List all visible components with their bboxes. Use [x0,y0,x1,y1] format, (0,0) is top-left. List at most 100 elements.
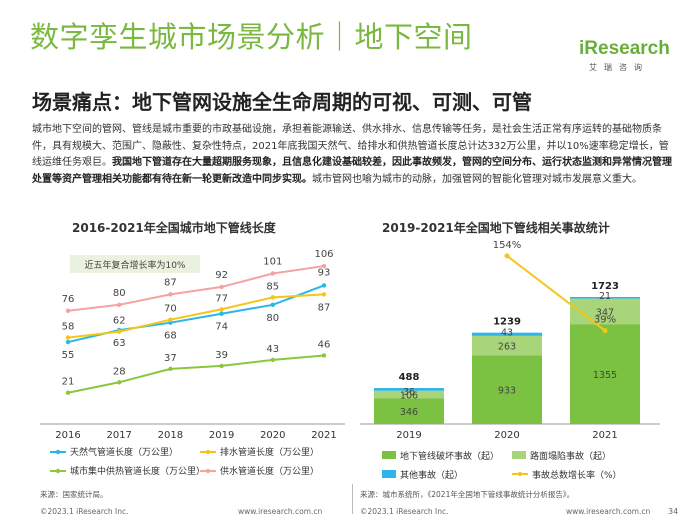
legend-marker [55,449,61,455]
legend-label: 排水管道长度（万公里） [220,446,319,458]
data-label: 21 [62,377,75,388]
data-label: 55 [62,350,75,361]
data-label: 87 [164,277,177,288]
legend-label: 事故总数增长率（%） [532,469,622,481]
logo-text: iResearch [579,38,670,59]
data-label: 37 [164,353,177,364]
x-tick-label: 2020 [494,430,519,441]
footer-copyright-left: ©2023.1 iResearch Inc. [40,507,129,516]
data-point [321,283,327,288]
legend-swatch [382,451,396,459]
data-point [321,292,327,297]
data-point [117,329,122,334]
data-point [321,353,327,358]
stacked-bar-segment [472,332,542,336]
stacked-bar-segment [472,335,542,356]
series-line-3 [67,265,325,312]
series-line-1 [67,293,325,339]
segment-label: 21 [599,291,611,302]
data-label: 85 [266,281,279,292]
logo-subtext: 艾瑞咨询 [589,63,649,72]
legend-marker [205,468,211,474]
footer-url-left[interactable]: www.iresearch.com.cn [238,507,323,516]
segment-label: 933 [498,386,516,397]
legend-marker [55,468,61,474]
stacked-bar-segment [570,297,640,299]
stacked-bar-segment [472,355,542,424]
intro-paragraph: 城市地下空间的管网、管线是城市重要的市政基础设施，承担着能源输送、供水排水、信息… [32,122,672,188]
data-point [219,311,224,316]
intro-tail-text: 城市管网也喻为城市的动脉，加强管网的智能化管理对城市发展意义重大。 [312,173,642,185]
x-tick-label: 2019 [396,430,421,441]
segment-label: 347 [596,307,614,318]
growth-rate-label: 154% [493,240,522,251]
x-tick-label: 2020 [260,430,285,441]
data-label: 63 [113,338,126,349]
data-point [168,317,173,322]
legend-label: 路面塌陷事故（起） [530,450,611,462]
segment-label: 106 [400,391,418,402]
section-subtitle: 场景痛点：地下管网设施全生命周期的可视、可测、可管 [32,90,532,114]
page-title: 数字孪生城市场景分析｜地下空间 [30,20,473,54]
growth-rate-line [506,255,606,332]
data-label: 39 [215,350,228,361]
data-label: 80 [113,288,126,299]
right-source: 来源：城市系统所，《2021年全国地下管线事故统计分析报告》。 [360,490,575,499]
cagr-annotation-text: 近五年复合增长率为10% [84,259,185,271]
data-label: 62 [113,316,126,327]
growth-rate-point [602,328,608,334]
data-point [65,390,71,395]
data-point [219,363,224,369]
data-label: 80 [266,313,279,324]
stacked-bar-segment [570,324,640,424]
intro-bold-text: 我国地下管道存在大量超期服务现象，且信息化建设基础较差，因此事故频发，管网的空间… [32,157,672,185]
footer-url-right[interactable]: www.iresearch.com.cn [566,507,651,516]
data-point [270,295,275,300]
total-label: 488 [399,372,420,383]
legend-label: 天然气管道长度（万公里） [70,446,178,458]
x-tick-label: 2019 [209,430,234,441]
data-label: 28 [113,366,126,377]
data-label: 58 [62,322,75,333]
stacked-bar-segment [570,298,640,325]
left-source: 来源：国家统计局。 [40,490,108,499]
cagr-annotation-box [70,255,200,273]
data-point [65,335,71,340]
x-tick-label: 2016 [55,430,80,441]
segment-label: 43 [501,328,513,339]
data-point [117,380,122,385]
legend-label: 供水管道长度（万公里） [220,465,319,477]
data-label: 70 [164,304,177,315]
segment-label: 1355 [593,370,617,381]
segment-label: 346 [400,407,418,418]
data-label: 87 [318,302,331,313]
series-line-2 [67,354,325,394]
data-point [270,357,275,363]
data-label: 43 [266,344,279,355]
total-label: 1723 [591,281,619,292]
x-tick-label: 2021 [592,430,617,441]
data-label: 93 [318,267,331,278]
data-point [270,302,275,307]
growth-rate-label: 39% [594,315,616,326]
intro-text: 城市地下空间的管网、管线是城市重要的市政基础设施，承担着能源输送、供水排水、信息… [32,124,669,168]
legend-marker [517,471,523,477]
data-point [65,308,71,313]
data-label: 106 [314,249,333,260]
data-point [168,366,173,372]
footer-copyright-right: ©2023.1 iResearch Inc. [360,507,449,516]
legend-label: 城市集中供热管道长度（万公里） [70,465,205,477]
segment-label: 263 [498,342,516,353]
stacked-bar-segment [374,398,444,424]
legend-label: 地下管线破坏事故（起） [400,450,499,462]
segment-label: 36 [403,387,415,398]
footer-divider [352,484,353,514]
data-point [117,302,122,307]
growth-rate-point [504,253,510,259]
legend-label: 其他事故（起） [400,469,463,481]
right-chart-title: 2019-2021年全国地下管线相关事故统计 [382,221,610,235]
data-label: 74 [215,322,228,333]
data-label: 68 [164,331,177,342]
data-point [65,339,71,345]
